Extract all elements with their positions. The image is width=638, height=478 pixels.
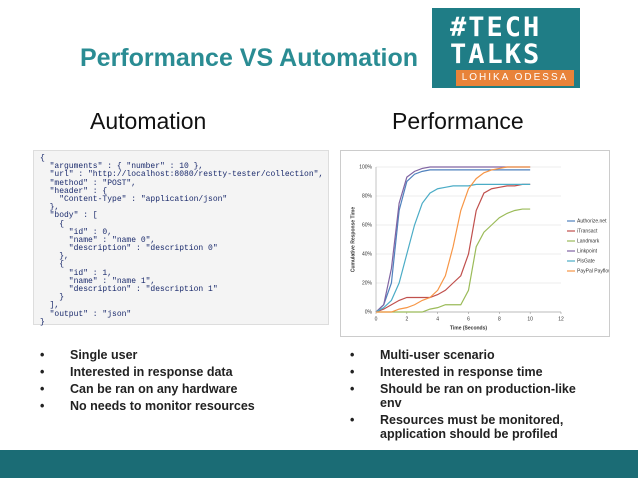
code-line: },	[40, 203, 60, 213]
y-tick-label: 60%	[362, 222, 373, 228]
code-line: "arguments" : { "number" : 10 },	[40, 162, 204, 172]
column-heading: Performance	[392, 108, 524, 134]
column-heading: Automation	[90, 108, 207, 134]
x-tick-label: 0	[375, 316, 378, 322]
bullet-list: Multi-user scenario Interested in respons…	[350, 348, 590, 444]
footer-bar	[0, 450, 638, 478]
legend-label: PayPal Payflow Pro	[577, 268, 609, 274]
code-line: "body" : [	[40, 211, 98, 221]
bullet: Single user	[40, 348, 320, 362]
y-tick-label: 0%	[365, 309, 373, 315]
code-line: }	[40, 317, 45, 327]
slide-title: Performance VS Automation	[80, 44, 419, 72]
code-line: "id" : 0,	[40, 227, 113, 237]
code-line: "description" : "description 1"	[40, 285, 218, 294]
code-line: "Content-Type" : "application/json"	[40, 194, 228, 204]
series-line	[376, 166, 531, 313]
bullet: Interested in response time	[350, 365, 590, 379]
logo-tagline: LOHIKA ODESSA	[456, 70, 574, 86]
legend-label: Authorize.net	[577, 218, 607, 224]
chart: 0% 20% 40% 60% 80% 100% 0 2 4 6 8 10 12 Time (Seconds…	[350, 164, 621, 331]
code-block: { "arguments" : { "number" : 10 }, "url"…	[33, 150, 329, 327]
y-tick-label: 20%	[362, 280, 373, 286]
y-tick-label: 100%	[359, 164, 372, 170]
logo-line: TALKS	[450, 39, 542, 70]
y-tick-label: 80%	[362, 193, 373, 199]
bullet: Multi-user scenario	[350, 348, 590, 362]
series-line	[375, 183, 531, 313]
bullet: Resources must be monitored, application…	[350, 413, 590, 441]
x-tick-label: 6	[467, 316, 470, 322]
bullet: Should be ran on production-like env	[350, 382, 590, 410]
code-line: ],	[40, 301, 60, 311]
x-tick-label: 4	[436, 316, 439, 322]
legend-label: iTransact	[577, 228, 598, 234]
code-line: {	[40, 260, 65, 270]
series-line	[375, 169, 531, 313]
code-line: "name" : "name 1",	[40, 276, 156, 286]
code-line: "description" : "description 0"	[40, 244, 218, 254]
legend-label: Landmark	[577, 238, 600, 244]
legend-label: PlsGate	[577, 258, 595, 264]
logo: #TECH TALKS LOHIKA ODESSA	[432, 8, 580, 88]
series-line	[376, 208, 531, 313]
bullet-list: Single user Interested in response data Ca…	[40, 348, 320, 416]
chart-frame: 0% 20% 40% 60% 80% 100% 0 2 4 6 8 10 12 Time (Seconds…	[340, 150, 621, 337]
code-line: "name" : "name 0",	[40, 235, 156, 245]
code-line: }	[40, 293, 65, 303]
legend-label: Linkpoint	[577, 248, 598, 254]
code-line: "method" : "POST",	[40, 178, 137, 188]
code-line: "url" : "http://localhost:8080/restty-te…	[40, 170, 324, 180]
code-line: "id" : 1,	[40, 268, 113, 278]
code-line: "header" : {	[40, 186, 108, 196]
bullet: No needs to monitor resources	[40, 399, 320, 413]
code-line: "output" : "json"	[40, 309, 132, 319]
code-line: {	[40, 219, 65, 229]
logo-line: #TECH	[450, 12, 542, 43]
x-tick-label: 2	[405, 316, 408, 322]
bullet: Can be ran on any hardware	[40, 382, 320, 396]
code-line: },	[40, 252, 69, 262]
x-tick-label: 8	[498, 316, 501, 322]
x-tick-label: 12	[558, 316, 564, 322]
series-line	[375, 166, 531, 313]
series-line	[375, 183, 531, 313]
y-tick-label: 40%	[362, 251, 373, 257]
x-axis-label: Time (Seconds)	[450, 325, 487, 331]
x-tick-label: 10	[527, 316, 533, 322]
code-line: {	[40, 154, 45, 163]
bullet: Interested in response data	[40, 365, 320, 379]
y-axis-label: Cumulative Response Time	[350, 207, 356, 272]
